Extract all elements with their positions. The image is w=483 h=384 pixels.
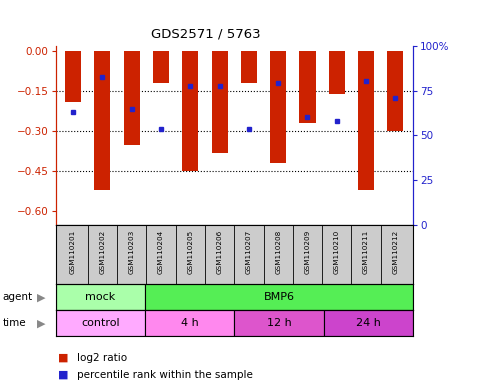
Text: ▶: ▶ bbox=[37, 292, 45, 302]
Bar bbox=[65, 51, 81, 102]
Text: BMP6: BMP6 bbox=[263, 292, 295, 302]
Text: GSM110208: GSM110208 bbox=[275, 229, 281, 274]
Text: GSM110210: GSM110210 bbox=[334, 229, 340, 274]
Text: ■: ■ bbox=[58, 353, 69, 362]
Bar bbox=[56, 310, 145, 336]
Bar bbox=[94, 51, 111, 190]
Text: GSM110212: GSM110212 bbox=[392, 229, 398, 274]
Text: percentile rank within the sample: percentile rank within the sample bbox=[77, 370, 253, 380]
Bar bbox=[234, 310, 324, 336]
Text: ▶: ▶ bbox=[37, 318, 45, 328]
Text: GSM110205: GSM110205 bbox=[187, 229, 193, 274]
Bar bbox=[153, 51, 169, 83]
Text: GSM110211: GSM110211 bbox=[363, 229, 369, 274]
Text: GSM110204: GSM110204 bbox=[158, 229, 164, 274]
Bar bbox=[145, 310, 234, 336]
Text: 4 h: 4 h bbox=[181, 318, 199, 328]
Bar bbox=[329, 51, 345, 94]
Text: 12 h: 12 h bbox=[267, 318, 291, 328]
Text: GSM110202: GSM110202 bbox=[99, 229, 105, 274]
Text: log2 ratio: log2 ratio bbox=[77, 353, 128, 362]
Text: 24 h: 24 h bbox=[356, 318, 381, 328]
Text: GDS2571 / 5763: GDS2571 / 5763 bbox=[151, 27, 260, 40]
Text: GSM110206: GSM110206 bbox=[216, 229, 223, 274]
Bar bbox=[212, 51, 227, 153]
Bar bbox=[299, 51, 315, 123]
Text: agent: agent bbox=[2, 292, 32, 302]
Bar bbox=[182, 51, 199, 171]
Bar bbox=[358, 51, 374, 190]
Text: GSM110203: GSM110203 bbox=[128, 229, 135, 274]
Text: control: control bbox=[81, 318, 119, 328]
Bar bbox=[124, 51, 140, 145]
Text: mock: mock bbox=[85, 292, 115, 302]
Bar bbox=[324, 310, 413, 336]
Text: GSM110207: GSM110207 bbox=[246, 229, 252, 274]
Bar bbox=[56, 284, 145, 310]
Bar bbox=[145, 284, 413, 310]
Text: time: time bbox=[2, 318, 26, 328]
Text: GSM110201: GSM110201 bbox=[70, 229, 76, 274]
Bar bbox=[270, 51, 286, 163]
Text: ■: ■ bbox=[58, 370, 69, 380]
Text: GSM110209: GSM110209 bbox=[304, 229, 311, 274]
Bar bbox=[387, 51, 403, 131]
Bar bbox=[241, 51, 257, 83]
